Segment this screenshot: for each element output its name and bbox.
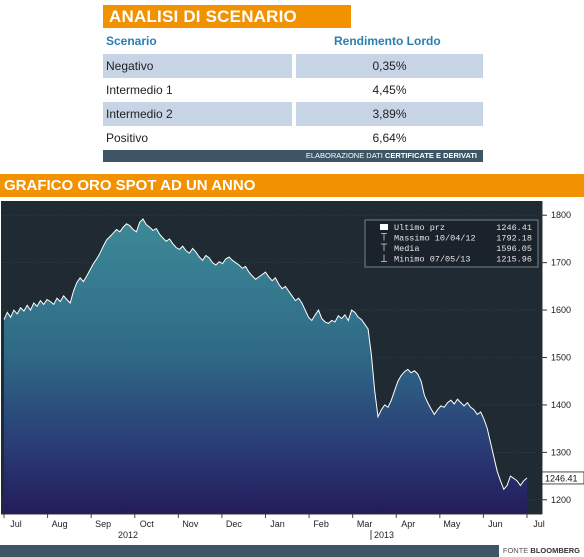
table-row: Positivo 6,64% xyxy=(103,126,483,150)
x-tick-label: Oct xyxy=(140,519,155,529)
legend-value: 1246.41 xyxy=(496,223,532,233)
scenario-title: ANALISI DI SCENARIO xyxy=(103,5,351,28)
legend-value: 1792.18 xyxy=(496,234,532,244)
y-tick-label: 1300 xyxy=(551,447,571,457)
x-tick-label: Feb xyxy=(313,519,329,529)
chart-svg: 1200 1300 1400 1500 1600 1700 1800 Jul Aug Sep Oc… xyxy=(0,200,584,545)
footer-prefix: ELABORAZIONE DATI xyxy=(305,151,383,160)
x-tick-label: Dec xyxy=(226,519,243,529)
scenario-label: Negativo xyxy=(103,54,292,78)
legend-name: Ultimo prz xyxy=(394,223,445,233)
x-tick-label: Jan xyxy=(270,519,285,529)
last-value-marker: 1246.41 xyxy=(541,471,584,485)
legend-name: Media xyxy=(394,244,420,254)
x-tick-label: Sep xyxy=(95,519,111,529)
x-tick-label: Jun xyxy=(488,519,503,529)
price-line xyxy=(3,218,528,491)
x-tick-label: May xyxy=(443,519,461,529)
gold-chart: 1200 1300 1400 1500 1600 1700 1800 Jul Aug Sep Oc… xyxy=(0,200,584,545)
x-tick-label: Mar xyxy=(357,519,373,529)
legend: Ultimo prz 1246.41 Massimo 10/04/12 1792.18… xyxy=(364,219,539,268)
x-tick-label: Jul xyxy=(533,519,545,529)
footer-source: CERTIFICATE E DERIVATI xyxy=(384,151,477,160)
source-name: BLOOMBERG xyxy=(530,546,580,555)
y-axis-band xyxy=(542,201,584,514)
last-value-text: 1246.41 xyxy=(545,473,578,483)
legend-value: 1215.96 xyxy=(496,255,532,265)
yield-column-header: Rendimento Lordo xyxy=(334,34,441,48)
y-tick-label: 1800 xyxy=(551,210,571,220)
scenario-label: Intermedio 2 xyxy=(103,102,292,126)
legend-swatch-icon xyxy=(380,224,388,230)
scenario-label: Positivo xyxy=(103,126,292,150)
y-tick-label: 1700 xyxy=(551,258,571,268)
chart-title: GRAFICO ORO SPOT AD UN ANNO xyxy=(0,174,584,197)
legend-value: 1596.05 xyxy=(496,244,532,254)
y-tick-label: 1200 xyxy=(551,495,571,505)
scenario-label: Intermedio 1 xyxy=(103,78,292,102)
y-tick-label: 1600 xyxy=(551,305,571,315)
x-tick-label: Jul xyxy=(10,519,22,529)
scenario-value: 6,64% xyxy=(296,126,483,150)
source-prefix: FONTE xyxy=(502,546,529,555)
x-tick-label: Nov xyxy=(182,519,199,529)
table-row: Negativo 0,35% xyxy=(103,54,483,78)
y-tick-label: 1400 xyxy=(551,400,571,410)
last-value-box xyxy=(541,471,584,485)
price-area xyxy=(4,219,527,514)
y-axis: 1200 1300 1400 1500 1600 1700 1800 xyxy=(542,210,571,505)
x-axis: Jul Aug Sep Oct Nov Dec Jan Feb Mar Apr May Jun Jul 2… xyxy=(1,201,545,540)
scenario-footer: ELABORAZIONE DATI CERTIFICATE E DERIVATI xyxy=(103,150,483,162)
legend-name: Minimo 07/05/13 xyxy=(394,255,471,265)
source-label: FONTE BLOOMBERG xyxy=(498,545,584,557)
table-row: Intermedio 1 4,45% xyxy=(103,78,483,102)
table-row: Intermedio 2 3,89% xyxy=(103,102,483,126)
y-tick-label: 1500 xyxy=(551,353,571,363)
x-tick-label: Aug xyxy=(52,519,68,529)
x-axis-band xyxy=(1,514,542,545)
year-label: 2013 xyxy=(374,530,394,540)
x-tick-label: Apr xyxy=(401,519,415,529)
scenario-value: 3,89% xyxy=(296,102,483,126)
scenario-value: 0,35% xyxy=(296,54,483,78)
bottom-bar: FONTE BLOOMBERG xyxy=(0,545,584,557)
scenario-column-header: Scenario xyxy=(106,34,157,48)
year-label: 2012 xyxy=(118,530,138,540)
legend-box xyxy=(364,219,539,268)
legend-name: Massimo 10/04/12 xyxy=(394,234,476,244)
scenario-value: 4,45% xyxy=(296,78,483,102)
